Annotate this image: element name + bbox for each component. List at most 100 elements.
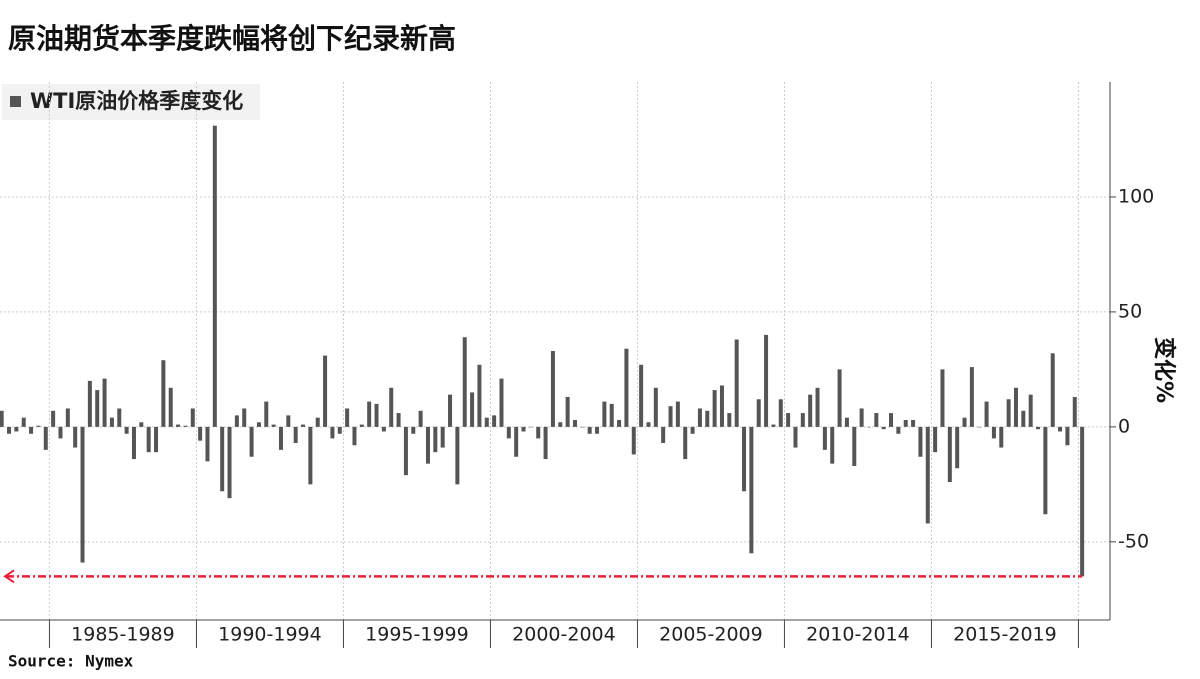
bar: [514, 426, 519, 457]
bar: [631, 426, 636, 455]
bar: [95, 390, 100, 427]
bar: [550, 351, 555, 427]
bar: [977, 426, 982, 428]
bar: [734, 339, 739, 427]
bar: [661, 426, 666, 443]
bar: [697, 408, 702, 427]
bar: [29, 426, 34, 434]
bar: [727, 413, 732, 427]
bar: [301, 424, 306, 427]
bar: [969, 367, 974, 427]
bar: [617, 419, 622, 427]
bar: [51, 410, 56, 427]
bar: [161, 360, 166, 427]
bar: [367, 401, 372, 427]
bar: [587, 426, 592, 434]
bar: [889, 413, 894, 427]
bar: [433, 426, 438, 453]
bar: [830, 426, 835, 464]
bar: [477, 364, 482, 427]
bar: [286, 415, 291, 427]
bar: [572, 419, 577, 427]
bar: [7, 426, 12, 434]
bar: [595, 426, 600, 434]
bar: [793, 426, 798, 448]
bar: [668, 406, 673, 427]
bar: [359, 424, 364, 427]
bar: [624, 348, 629, 427]
bar: [1050, 353, 1055, 427]
x-group-label: 2010-2014: [806, 624, 910, 646]
bar: [183, 425, 188, 427]
bar: [484, 417, 489, 427]
bar: [308, 426, 313, 485]
bar: [14, 426, 19, 432]
bar: [771, 424, 776, 427]
bar: [903, 419, 908, 427]
bar: [940, 369, 945, 427]
bar: [1065, 426, 1070, 446]
bar: [536, 426, 541, 439]
chart-title: 原油期货本季度跌幅将创下纪录新高: [8, 22, 456, 55]
bar: [0, 410, 4, 427]
bar: [653, 387, 658, 427]
bar: [764, 334, 769, 427]
y-tick-label: 0: [1118, 415, 1130, 437]
bar: [675, 401, 680, 427]
bar: [80, 426, 85, 563]
bar: [330, 426, 335, 439]
bar: [139, 422, 144, 427]
bar: [1072, 396, 1077, 427]
bar: [293, 426, 298, 443]
bar: [528, 426, 533, 428]
legend-label: WTI原油价格季度变化: [30, 89, 243, 113]
bar: [315, 417, 320, 427]
bar: [1013, 387, 1018, 427]
bar: [778, 399, 783, 427]
bar: [933, 426, 938, 453]
bar: [609, 403, 614, 427]
bar: [558, 422, 563, 427]
bar: [896, 426, 901, 434]
bar: [1006, 399, 1011, 427]
bar: [168, 387, 173, 427]
legend-box: [2, 84, 260, 120]
bar: [719, 385, 724, 427]
bar: [43, 426, 48, 450]
bar: [227, 426, 232, 499]
bar: [278, 426, 283, 450]
bar: [800, 413, 805, 427]
bar: [705, 410, 710, 427]
bar: [337, 426, 342, 434]
bar: [256, 422, 261, 427]
bar: [154, 426, 159, 453]
bar: [852, 426, 857, 466]
bar: [205, 426, 210, 462]
bar: [21, 417, 26, 427]
x-group-label: 2015-2019: [953, 624, 1057, 646]
bar: [271, 424, 276, 427]
bar: [881, 426, 886, 430]
bar: [837, 369, 842, 427]
bar: [955, 426, 960, 469]
x-group-label: 2005-2009: [659, 624, 763, 646]
y-tick-label: 100: [1118, 185, 1154, 207]
bar: [962, 417, 967, 427]
bar: [117, 408, 122, 427]
bar: [124, 426, 129, 434]
bar: [249, 426, 254, 457]
bar: [602, 401, 607, 427]
bar: [911, 419, 916, 427]
bar: [374, 403, 379, 427]
bar: [403, 426, 408, 476]
bar: [146, 426, 151, 453]
bar: [1021, 410, 1026, 427]
bar: [580, 426, 585, 428]
bar: [425, 426, 430, 464]
bar: [190, 408, 195, 427]
bar: [448, 394, 453, 427]
bar: [389, 387, 394, 427]
bar: [1036, 426, 1041, 430]
bar: [712, 390, 717, 427]
legend-swatch: [10, 96, 21, 107]
